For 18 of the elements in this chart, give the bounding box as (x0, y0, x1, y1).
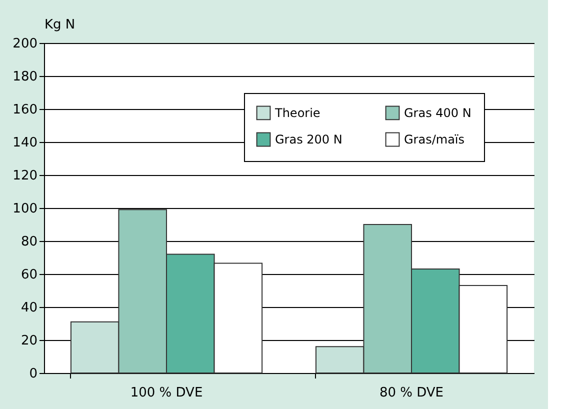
y-tick-label: 0 (29, 366, 38, 382)
y-axis-title: Kg N (44, 18, 76, 32)
y-tick-label: 120 (12, 168, 38, 184)
x-tick-label: 80 % DVE (379, 386, 444, 400)
y-tick-label: 60 (20, 268, 38, 282)
y-tick-label: 20 (20, 334, 38, 348)
legend-label: Gras 400 N (404, 106, 472, 120)
y-tick-label: 200 (12, 36, 38, 52)
legend-label: Theorie (274, 106, 320, 120)
y-tick-label: 160 (12, 102, 38, 118)
legend-label: Gras 200 N (275, 132, 342, 146)
legend-label: Gras/maïs (404, 132, 465, 146)
y-tick-label: 100 (12, 202, 38, 216)
x-tick-label: 100 % DVE (130, 386, 203, 400)
y-tick-label: 80 (20, 234, 38, 250)
y-tick-label: 140 (12, 136, 38, 150)
y-tick-label: 40 (20, 300, 38, 316)
y-tick-label: 180 (12, 70, 38, 84)
